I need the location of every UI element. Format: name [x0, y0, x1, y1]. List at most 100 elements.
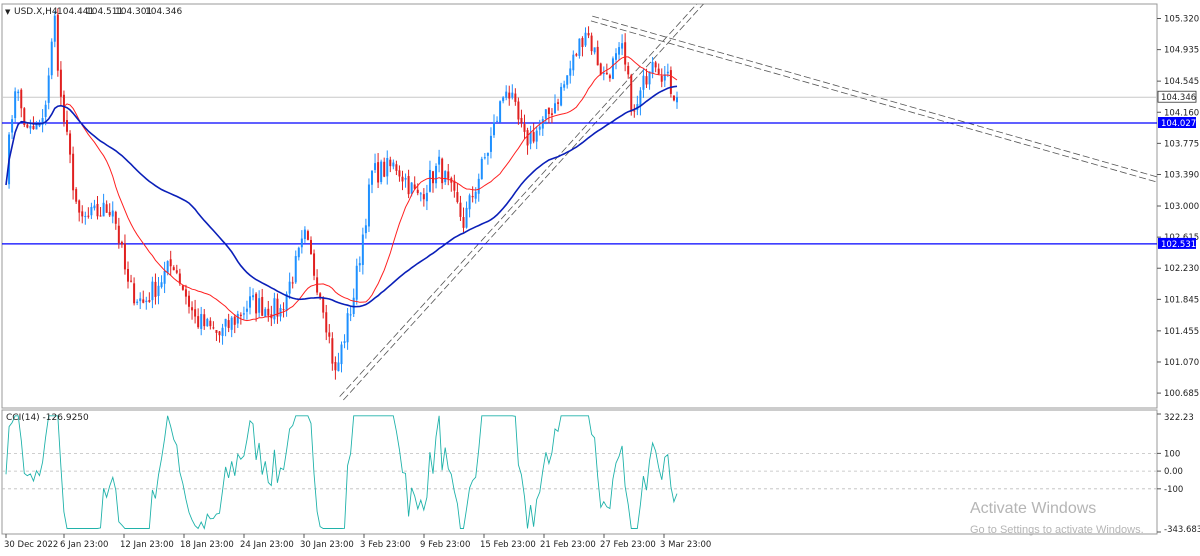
trendline-1[interactable] — [339, 0, 706, 397]
candle-body — [206, 319, 209, 327]
candle-body — [233, 316, 236, 325]
candle — [557, 98, 560, 111]
candle — [669, 66, 672, 98]
candle-body — [517, 101, 520, 120]
candle — [441, 157, 444, 190]
candle-body — [337, 362, 340, 372]
candle-body — [69, 133, 72, 155]
price-tick-label: 101.845 — [1164, 295, 1199, 305]
candle-body — [544, 109, 547, 119]
current-price-label: 104.346 — [1161, 93, 1196, 103]
cci-axis: 322.23 100 0.00 -100 -343.6834 — [1157, 413, 1200, 535]
candle — [438, 149, 441, 173]
candle-body — [392, 162, 395, 167]
candle-body — [218, 331, 221, 336]
candle — [218, 330, 221, 343]
candle — [81, 205, 84, 224]
cci-tick-label: 100 — [1164, 449, 1180, 459]
candle — [361, 227, 364, 275]
candle — [489, 127, 492, 159]
candle — [502, 96, 505, 104]
candle — [496, 116, 499, 122]
trendline-2[interactable] — [592, 15, 1165, 179]
price-tick-label: 103.000 — [1164, 202, 1199, 212]
candle — [508, 85, 511, 106]
candle-body — [157, 285, 160, 296]
candle — [282, 302, 285, 318]
candle — [157, 277, 160, 305]
time-tick-label: 3 Mar 23:00 — [660, 540, 711, 550]
candle-body — [11, 119, 14, 133]
candle — [221, 323, 224, 345]
time-tick-label: 9 Feb 23:00 — [420, 540, 470, 550]
candle — [499, 100, 502, 123]
candle-body — [191, 307, 194, 311]
time-tick-label: 30 Jan 23:00 — [300, 540, 354, 550]
candle — [486, 152, 489, 165]
candle-body — [596, 46, 599, 66]
candle — [605, 63, 608, 75]
price-tick-label: 101.070 — [1164, 358, 1199, 368]
candle — [340, 341, 343, 373]
candle-body — [569, 68, 572, 76]
candle — [108, 203, 111, 218]
candle-body — [32, 125, 35, 130]
candle — [127, 261, 129, 289]
candle-body — [624, 42, 627, 65]
candle-body — [17, 91, 20, 94]
candle-body — [120, 241, 123, 245]
candle-body — [386, 158, 389, 177]
candle-body — [160, 282, 163, 288]
candle-body — [669, 70, 672, 94]
candle-body — [139, 298, 142, 302]
candle-body — [175, 270, 178, 273]
candle-body — [35, 124, 38, 130]
candle-body — [627, 65, 630, 75]
candle-body — [666, 71, 669, 74]
candle-body — [532, 132, 535, 142]
candle — [303, 226, 306, 243]
candle — [224, 318, 227, 337]
cci-tick-label: 0.00 — [1164, 467, 1183, 477]
candle-body — [578, 38, 581, 56]
candle — [84, 211, 87, 225]
candle — [480, 156, 483, 180]
candle — [349, 306, 352, 322]
candle — [386, 150, 389, 185]
candle-body — [459, 202, 462, 217]
candle — [203, 308, 206, 330]
candle — [102, 193, 105, 217]
trendline-2[interactable] — [590, 20, 1164, 184]
candle — [29, 119, 32, 134]
main-chart-frame — [1, 3, 1158, 409]
candle — [346, 308, 349, 350]
candle-body — [468, 195, 471, 210]
candle-body — [53, 15, 56, 42]
candle — [569, 60, 572, 84]
candle — [581, 36, 584, 57]
chart-menu-icon[interactable]: ▼ — [5, 8, 11, 16]
candle-body — [374, 163, 377, 170]
candle — [538, 119, 541, 136]
candle-body — [285, 293, 288, 311]
candle-body — [639, 90, 642, 107]
candle — [227, 313, 230, 333]
candle — [184, 284, 187, 305]
time-tick-label: 27 Feb 23:00 — [600, 540, 656, 550]
candle-body — [78, 200, 81, 213]
candle-body — [605, 72, 608, 75]
candle — [206, 317, 209, 327]
candle — [447, 163, 450, 186]
candle-body — [84, 215, 87, 217]
candle-body — [72, 153, 75, 191]
candle — [663, 66, 666, 87]
candle — [313, 249, 316, 281]
trendline-1[interactable] — [343, 0, 709, 401]
time-tick-label: 18 Jan 23:00 — [180, 540, 234, 550]
candle-body — [608, 75, 611, 79]
candle — [264, 307, 267, 318]
candle-body — [136, 301, 139, 303]
chart-symbol: USD.X,H4 — [14, 7, 58, 17]
candle-body — [114, 211, 117, 224]
candle-body — [444, 171, 447, 183]
